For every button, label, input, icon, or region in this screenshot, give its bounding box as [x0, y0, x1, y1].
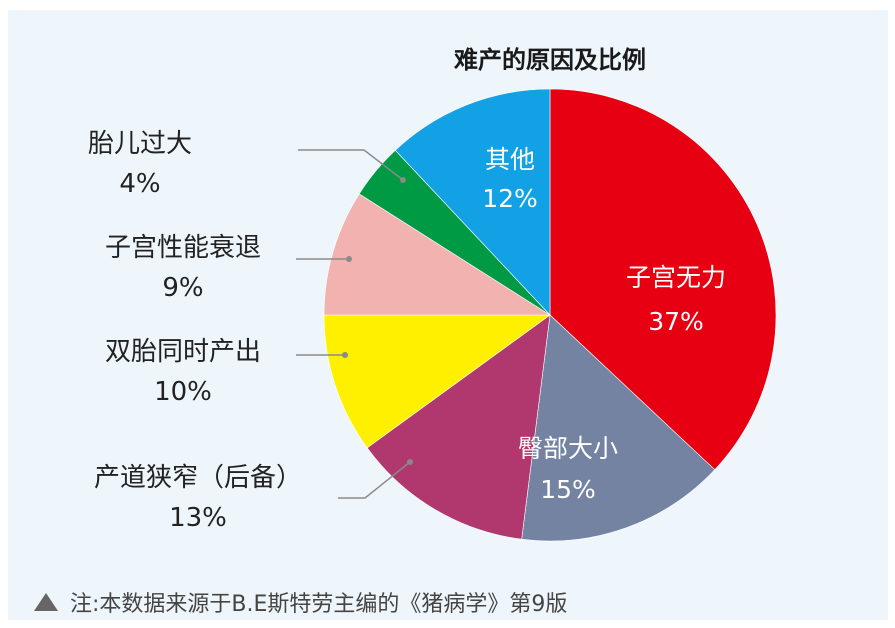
slice-value-4: 10% — [154, 377, 212, 407]
pie-slice-1 — [549, 88, 777, 471]
leader-dot-4 — [342, 352, 348, 358]
pie-slice-5 — [323, 193, 552, 316]
chart-title: 难产的原因及比例 — [453, 46, 646, 74]
leader-dot-6 — [400, 177, 406, 183]
slice-labels: 子宫无力 37% 臀部大小 15% 产道狭窄（后备） 13% 双胎同时产出 10% 子宫性能衰退… — [88, 129, 726, 533]
pie-slice-4 — [323, 314, 551, 449]
leader-lines — [296, 149, 413, 499]
leader-dot-5 — [346, 256, 352, 262]
leader-dot-3 — [407, 459, 413, 465]
slice-value-2: 15% — [540, 475, 596, 504]
leader-line-3 — [338, 461, 411, 499]
slice-value-1: 37% — [648, 307, 704, 336]
source-note: 注:本数据来源于B.E斯特劳主编的《猪病学》第9版 — [34, 586, 567, 618]
pie-chart: 难产的原因及比例 子宫无力 37% 臀部大小 15% 产道狭窄（后备） 13% 双胎同时产出… — [88, 46, 777, 542]
slice-value-5: 9% — [162, 273, 203, 303]
slice-label-5: 子宫性能衰退 — [105, 233, 261, 263]
slice-value-3: 13% — [169, 503, 227, 533]
slice-label-4: 双胎同时产出 — [105, 337, 261, 367]
slice-value-6: 4% — [119, 169, 160, 199]
pie-slice-7 — [394, 88, 551, 316]
leader-line-6 — [298, 149, 404, 181]
slice-label-3: 产道狭窄（后备） — [94, 463, 302, 493]
slice-label-7: 其他 — [485, 145, 535, 174]
pie-slices — [323, 88, 777, 542]
pie-slice-3 — [366, 314, 551, 540]
slice-label-6: 胎儿过大 — [88, 129, 192, 159]
slice-value-7: 12% — [482, 184, 538, 213]
slice-label-1: 子宫无力 — [626, 263, 726, 292]
slice-label-2: 臀部大小 — [518, 434, 618, 463]
triangle-icon — [34, 593, 58, 611]
pie-slice-2 — [521, 314, 716, 542]
chart-panel: 难产的原因及比例 子宫无力 37% 臀部大小 15% 产道狭窄（后备） 13% 双胎同时产出… — [8, 10, 888, 620]
source-note-text: 注:本数据来源于B.E斯特劳主编的《猪病学》第9版 — [70, 592, 568, 617]
